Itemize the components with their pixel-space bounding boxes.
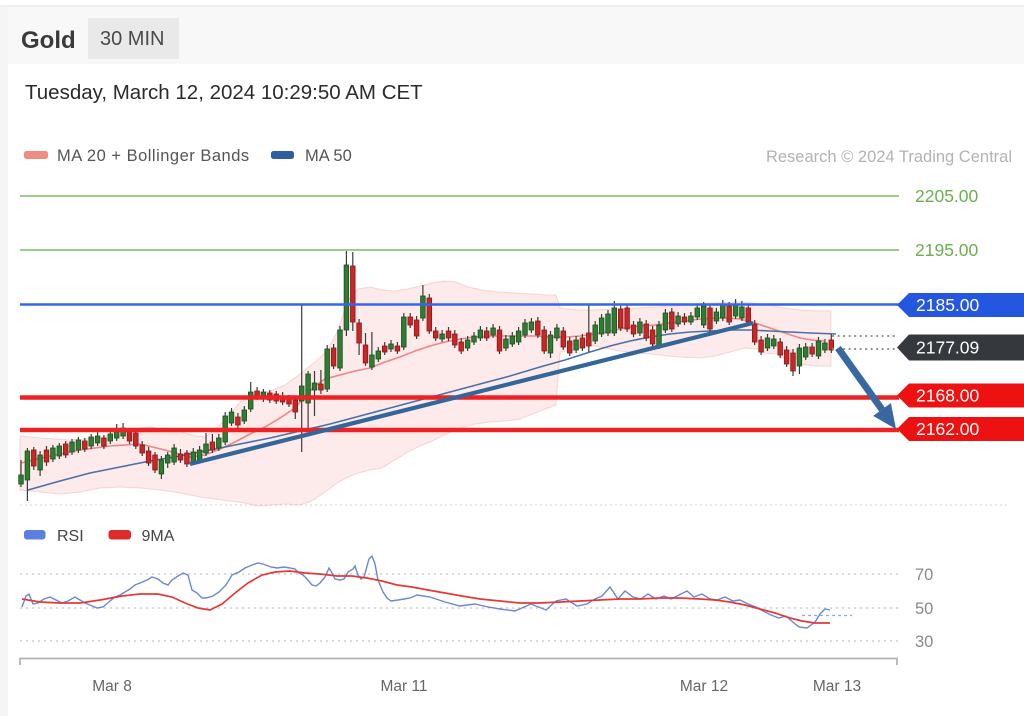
- svg-text:Mar 13: Mar 13: [813, 678, 861, 695]
- svg-text:30: 30: [915, 633, 933, 651]
- svg-text:Mar 11: Mar 11: [380, 678, 427, 695]
- svg-text:2162.00: 2162.00: [916, 419, 980, 439]
- svg-text:Tuesday, March 12, 2024 10:29:: Tuesday, March 12, 2024 10:29:50 AM CET: [25, 81, 423, 104]
- svg-text:RSI: RSI: [57, 528, 84, 545]
- svg-text:2205.00: 2205.00: [915, 186, 979, 206]
- svg-text:Mar 8: Mar 8: [92, 678, 132, 695]
- svg-text:MA 20 + Bollinger Bands: MA 20 + Bollinger Bands: [57, 147, 250, 165]
- svg-text:Research © 2024 Trading Centra: Research © 2024 Trading Central: [766, 148, 1012, 166]
- svg-text:Gold: Gold: [21, 27, 76, 54]
- svg-text:2177.09: 2177.09: [916, 338, 979, 358]
- svg-text:2185.00: 2185.00: [916, 295, 980, 315]
- svg-text:MA 50: MA 50: [305, 147, 352, 165]
- svg-text:Mar 12: Mar 12: [680, 678, 728, 695]
- svg-text:70: 70: [915, 566, 933, 584]
- svg-text:30 MIN: 30 MIN: [100, 28, 164, 50]
- svg-text:2195.00: 2195.00: [915, 240, 979, 260]
- svg-text:9MA: 9MA: [142, 528, 175, 545]
- svg-text:2168.00: 2168.00: [916, 386, 980, 406]
- svg-text:50: 50: [915, 600, 933, 618]
